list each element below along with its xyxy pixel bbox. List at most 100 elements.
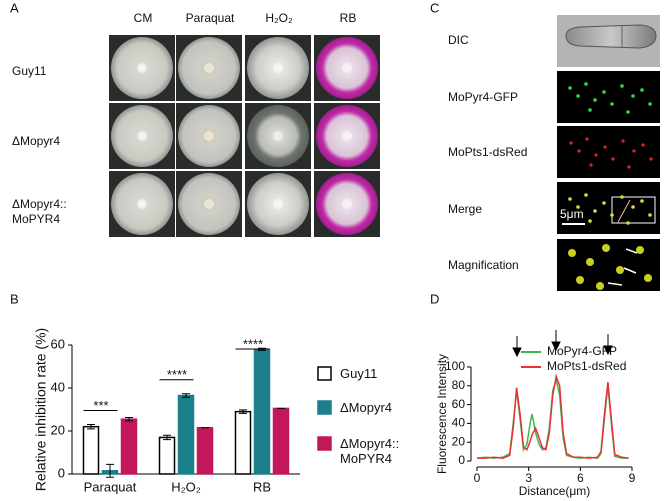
row-label: Guy11 [12, 64, 47, 78]
magnified-spot [636, 246, 644, 254]
dsred-spot [585, 137, 589, 141]
merge-spot [626, 221, 630, 225]
x-tick-label: 9 [629, 471, 636, 485]
row-label: ΔMopyr4:: MoPYR4 [12, 197, 67, 226]
error-bar [106, 463, 114, 478]
merge-spot [568, 197, 572, 201]
magnified-spot [596, 282, 604, 290]
dsred-spot [632, 149, 636, 153]
gfp-spot [593, 98, 597, 102]
y-tick-label: 100 [445, 359, 465, 373]
bar [196, 427, 214, 475]
bar [120, 418, 138, 475]
column-header: Paraquat [186, 11, 235, 25]
gfp-spot [631, 94, 635, 98]
significance-label: **** [167, 367, 187, 382]
gfp-spot [568, 86, 572, 90]
x-tick-label: 6 [577, 471, 584, 485]
legend-label: ΔMopyr4:: MoPYR4 [340, 436, 400, 466]
panel-label: D [430, 291, 439, 306]
x-tick-label: Paraquat [84, 479, 137, 494]
dsred-spot [603, 145, 607, 149]
legend-label: Guy11 [340, 366, 378, 381]
error-bar [125, 416, 133, 422]
dsred-spot [589, 163, 593, 167]
scale-bar-label: 5μm [560, 207, 584, 221]
channel-label: Magnification [448, 258, 519, 272]
gfp-spot [610, 102, 614, 106]
gfp-spot [648, 102, 652, 106]
line-series [477, 373, 629, 459]
merge-spot [640, 199, 644, 203]
plate-images [109, 35, 380, 237]
colony-center [342, 131, 352, 141]
dsred-spot [649, 157, 653, 161]
y-tick-label: 60 [51, 336, 65, 351]
gfp-spot [620, 84, 624, 88]
fluorescence-spots [568, 82, 653, 290]
merge-spot [631, 205, 635, 209]
significance-label: **** [243, 336, 263, 351]
column-header: RB [340, 11, 357, 25]
dsred-spot [594, 153, 598, 157]
merge-spot [576, 205, 580, 209]
legend-label: MoPyr4-GFP [547, 344, 617, 358]
merge-spot [602, 201, 606, 205]
magnified-spot [602, 244, 610, 252]
y-tick-label: 40 [452, 416, 466, 430]
colony-center [204, 63, 214, 73]
colony-center [273, 131, 283, 141]
colony-center [342, 63, 352, 73]
bar [82, 425, 100, 475]
magnified-spot [586, 258, 594, 266]
bar [177, 394, 195, 475]
y-tick-label: 0 [458, 453, 465, 467]
legend-label: ΔMopyr4 [340, 400, 393, 415]
bar [158, 436, 176, 475]
y-tick-label: 20 [452, 434, 466, 448]
dsred-spot [577, 149, 581, 153]
panel-label: A [10, 0, 19, 15]
gfp-spot [602, 90, 606, 94]
magnified-spot [576, 276, 584, 284]
y-tick-label: 40 [51, 379, 65, 394]
y-tick-label: 80 [452, 378, 466, 392]
magnified-spot [616, 266, 624, 274]
bar [272, 407, 290, 475]
bar [253, 348, 271, 475]
channel-label: MoPts1-dsRed [448, 145, 527, 159]
y-tick-label: 60 [452, 397, 466, 411]
legend-swatch [317, 436, 332, 451]
colony-center [273, 199, 283, 209]
peak-arrows [512, 330, 613, 358]
micrographs [557, 15, 660, 291]
merge-spot [648, 213, 652, 217]
dsred-spot [641, 143, 645, 147]
gfp-spot [576, 94, 580, 98]
colony-center [137, 199, 147, 209]
panel-label: B [10, 291, 19, 306]
y-axis-title: Fluorescence Intensity [435, 354, 449, 474]
line-chart: D Fluorescence Intensity Distance(μm) 0 20 40… [430, 291, 636, 498]
row-label: ΔMopyr4 [12, 134, 60, 148]
merge-spot [610, 213, 614, 217]
legend-swatch [317, 400, 332, 415]
colony-center [204, 199, 214, 209]
channel-label: MoPyr4-GFP [448, 90, 518, 104]
merge-spot [620, 195, 624, 199]
bar [234, 410, 252, 475]
x-tick-label: H₂O₂ [171, 479, 201, 494]
panel-label: C [430, 0, 439, 15]
legend-label: MoPts1-dsRed [547, 359, 626, 373]
colony-center [137, 63, 147, 73]
channel-label: DIC [448, 33, 469, 47]
x-axis-title: Distance(μm) [519, 484, 591, 498]
x-tick-label: 3 [525, 471, 532, 485]
colony-center [342, 199, 352, 209]
dsred-spot [569, 141, 573, 145]
magnified-spot [568, 249, 576, 257]
merge-spot [588, 219, 592, 223]
channel-label: Merge [448, 202, 482, 216]
